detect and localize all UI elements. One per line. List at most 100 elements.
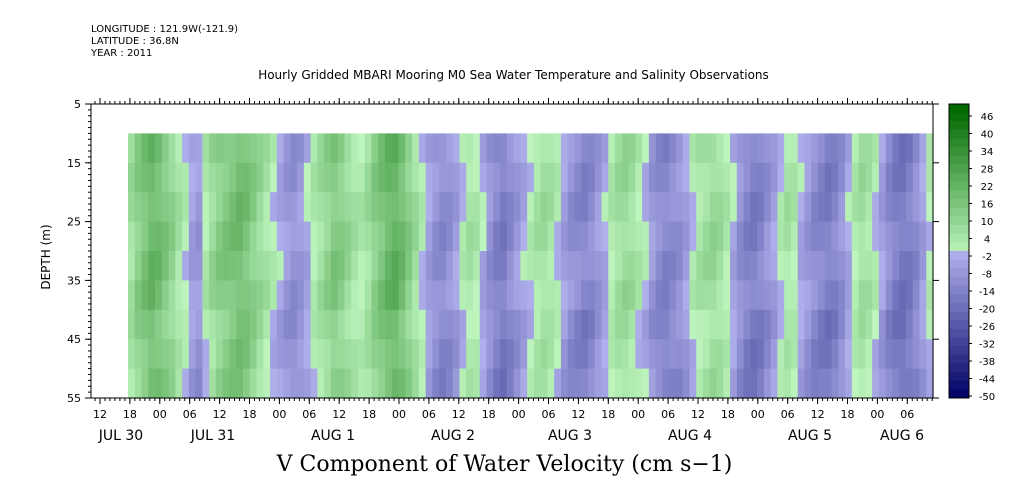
heatmap-cell bbox=[493, 162, 501, 193]
heatmap-cell bbox=[398, 368, 406, 399]
heatmap-cell bbox=[310, 251, 319, 281]
heatmap-cell bbox=[168, 251, 176, 281]
heatmap-cell bbox=[777, 339, 785, 370]
heatmap-cell bbox=[128, 133, 136, 164]
heatmap-cell bbox=[493, 280, 501, 311]
heatmap-cell bbox=[845, 133, 853, 164]
heatmap-cell bbox=[574, 368, 582, 399]
heatmap-cell bbox=[276, 251, 285, 281]
heatmap-cell bbox=[608, 309, 616, 340]
heatmap-cell bbox=[330, 309, 339, 340]
heatmap-cell bbox=[655, 339, 664, 370]
heatmap-cell bbox=[635, 368, 643, 399]
heatmap-cell bbox=[128, 339, 136, 370]
heatmap-cell bbox=[358, 280, 366, 311]
colorbar-label: 4 bbox=[984, 235, 990, 246]
heatmap-cell bbox=[527, 251, 535, 281]
heatmap-cell bbox=[574, 280, 582, 311]
heatmap-cell bbox=[560, 162, 569, 193]
colorbar-cell bbox=[949, 346, 969, 356]
heatmap-cell bbox=[439, 192, 447, 223]
heatmap-cell bbox=[648, 133, 657, 164]
heatmap-cell bbox=[161, 280, 170, 311]
heatmap-cell bbox=[351, 368, 359, 399]
heatmap-cell bbox=[730, 133, 738, 164]
heatmap-cell bbox=[459, 280, 467, 311]
heatmap-cell bbox=[919, 221, 927, 252]
heatmap-cell bbox=[912, 251, 921, 281]
heatmap-cell bbox=[378, 309, 386, 340]
heatmap-cell bbox=[689, 339, 697, 370]
heatmap-cell bbox=[418, 192, 427, 223]
heatmap-cell bbox=[885, 133, 894, 164]
heatmap-cell bbox=[439, 309, 447, 340]
heatmap-cell bbox=[317, 251, 325, 281]
heatmap-cell bbox=[256, 339, 264, 370]
heatmap-cell bbox=[378, 162, 386, 193]
heatmap-cell bbox=[527, 368, 535, 399]
heatmap-cell bbox=[209, 192, 217, 223]
heatmap-cell bbox=[581, 221, 589, 252]
colorbar-cell bbox=[949, 216, 969, 226]
heatmap-cell bbox=[445, 251, 454, 281]
colorbar-cell bbox=[949, 337, 969, 347]
heatmap-cell bbox=[858, 368, 866, 399]
heatmap-cell bbox=[473, 221, 481, 252]
heatmap-cell bbox=[479, 133, 488, 164]
heatmap-cell bbox=[824, 280, 833, 311]
heatmap-cell bbox=[486, 133, 494, 164]
heatmap-cell bbox=[412, 280, 420, 311]
y-tick-label: 55 bbox=[67, 392, 81, 405]
heatmap-cell bbox=[635, 192, 643, 223]
heatmap-cell bbox=[831, 368, 839, 399]
heatmap-cell bbox=[608, 133, 616, 164]
heatmap-cell bbox=[797, 368, 806, 399]
heatmap-cell bbox=[716, 162, 724, 193]
heatmap-cell bbox=[358, 309, 366, 340]
heatmap-cell bbox=[845, 162, 853, 193]
y-tick-label: 5 bbox=[74, 98, 81, 111]
heatmap-cell bbox=[547, 133, 555, 164]
heatmap-cell bbox=[506, 221, 515, 252]
heatmap-cell bbox=[148, 133, 156, 164]
colorbar-cell bbox=[949, 207, 969, 217]
colorbar-label: -38 bbox=[979, 357, 995, 368]
heatmap-cell bbox=[757, 162, 765, 193]
heatmap-cell bbox=[337, 133, 346, 164]
heatmap-cell bbox=[547, 162, 555, 193]
heatmap-cell bbox=[324, 133, 332, 164]
heatmap-cell bbox=[141, 280, 149, 311]
heatmap-cell bbox=[818, 221, 826, 252]
heatmap-cell bbox=[310, 192, 319, 223]
heatmap-cell bbox=[594, 192, 603, 223]
heatmap-cell bbox=[831, 339, 839, 370]
heatmap-cell bbox=[358, 162, 366, 193]
colorbar-label: 22 bbox=[981, 182, 994, 193]
heatmap-cell bbox=[533, 221, 542, 252]
heatmap-cell bbox=[696, 339, 704, 370]
heatmap-cell bbox=[899, 339, 907, 370]
heatmap-cell bbox=[777, 368, 785, 399]
heatmap-cell bbox=[493, 221, 501, 252]
heatmap-cell bbox=[459, 339, 467, 370]
heatmap-cell bbox=[418, 221, 427, 252]
x-day-label: AUG 6 bbox=[880, 428, 924, 444]
heatmap-cell bbox=[865, 368, 873, 399]
colorbar-cell bbox=[949, 354, 969, 364]
heatmap-cell bbox=[310, 162, 319, 193]
heatmap-cell bbox=[479, 339, 488, 370]
heatmap-cell bbox=[473, 162, 481, 193]
heatmap-cell bbox=[215, 162, 224, 193]
heatmap-cell bbox=[858, 251, 866, 281]
heatmap-cell bbox=[878, 221, 887, 252]
heatmap-cell bbox=[804, 368, 812, 399]
heatmap-cell bbox=[466, 309, 474, 340]
heatmap-cell bbox=[209, 368, 217, 399]
heatmap-cell bbox=[919, 368, 927, 399]
heatmap-cell bbox=[405, 339, 413, 370]
heatmap-cell bbox=[493, 133, 501, 164]
heatmap-cell bbox=[669, 192, 677, 223]
heatmap-cell bbox=[506, 192, 515, 223]
heatmap-cell bbox=[919, 133, 927, 164]
heatmap-cell bbox=[662, 309, 670, 340]
